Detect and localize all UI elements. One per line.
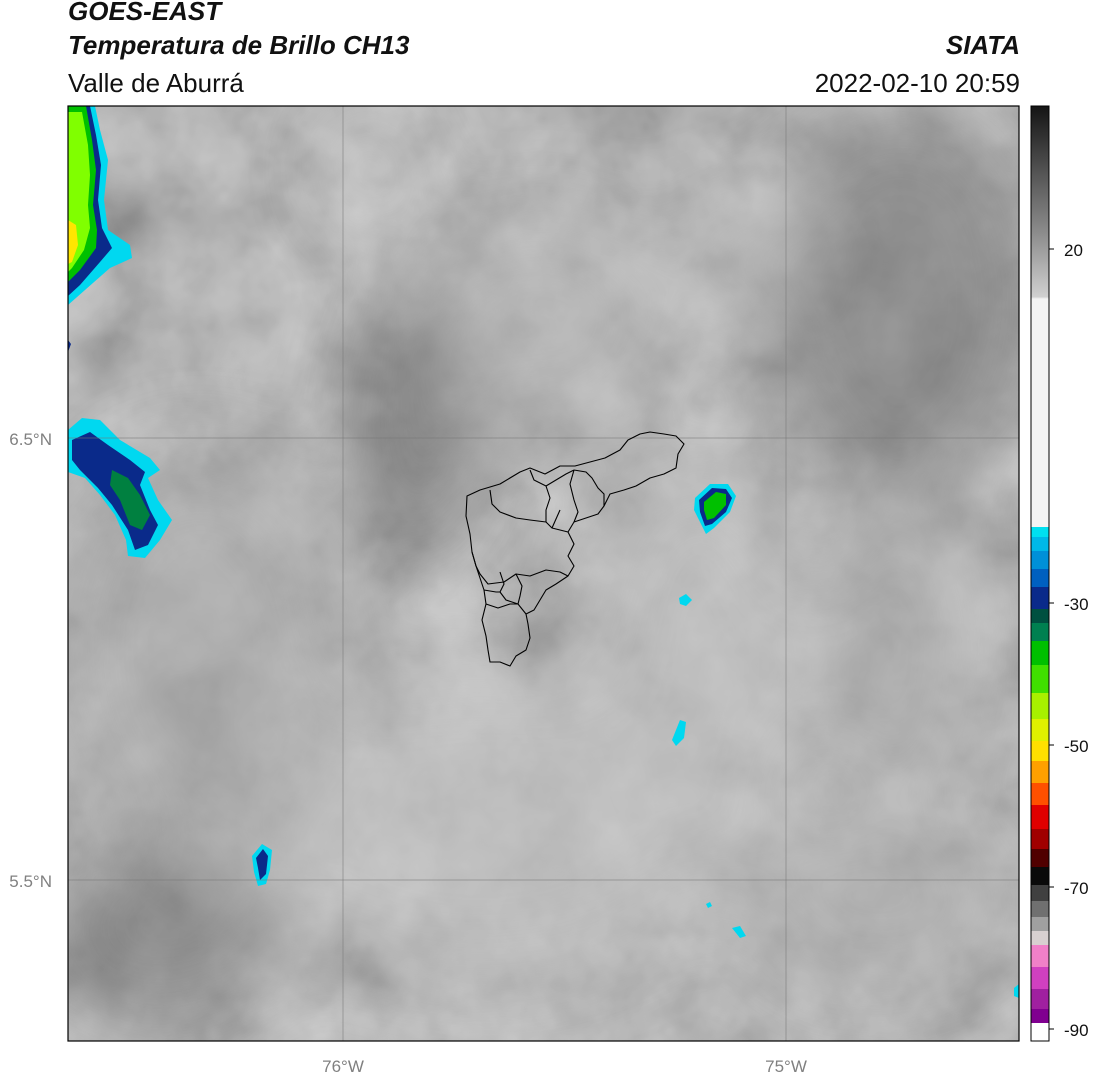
colorbar-tick-label: -30 — [1064, 595, 1089, 614]
colorbar-segment — [1031, 1023, 1049, 1041]
municipality-boundary — [485, 603, 518, 609]
colorbar-segment — [1031, 761, 1049, 783]
cloud-bottom-left — [252, 844, 272, 886]
colorbar-segment — [1031, 537, 1049, 551]
cloud-spot — [68, 340, 71, 352]
colorbar-tick-label: -90 — [1064, 1021, 1089, 1040]
municipality-boundary — [515, 573, 523, 605]
colorbar-gray-segment — [1031, 106, 1049, 530]
colorbar-segment — [1031, 805, 1049, 829]
cloud-spot — [732, 926, 746, 938]
organization-label: SIATA — [945, 30, 1020, 60]
colorbar-tick-label: -50 — [1064, 737, 1089, 756]
cloud-spot — [672, 720, 686, 746]
colorbar-segment — [1031, 917, 1049, 931]
satellite-name: GOES-EAST — [68, 0, 222, 26]
aburra-outline — [465, 431, 685, 667]
lat-tick-label: 5.5°N — [9, 872, 52, 891]
colorbar-segment — [1031, 829, 1049, 849]
cold-cloud-features — [68, 106, 1019, 998]
municipality-boundary — [551, 509, 561, 529]
colorbar-tick-label: 20 — [1064, 241, 1083, 260]
municipality-boundary — [569, 469, 579, 523]
colorbar-segment — [1031, 783, 1049, 805]
municipality-boundary — [489, 489, 569, 533]
cloud-center-east — [694, 484, 736, 534]
timestamp-label: 2022-02-10 20:59 — [814, 68, 1020, 98]
colorbar-segment — [1031, 551, 1049, 569]
colorbar-segment — [1031, 719, 1049, 741]
colorbar-segment — [1031, 527, 1049, 537]
colorbar-segment — [1031, 945, 1049, 967]
cloud-spot — [679, 594, 692, 606]
colorbar-segment — [1031, 849, 1049, 867]
municipality-boundary — [499, 571, 527, 615]
colorbar-segment — [1031, 693, 1049, 719]
colorbar-segment — [1031, 967, 1049, 989]
colorbar: 20 -30 -50 -70 -90 — [1030, 105, 1089, 1042]
map-frame — [67, 105, 1020, 1042]
cloud-spot — [1014, 984, 1019, 998]
municipality-boundary — [483, 589, 500, 593]
colorbar-segment — [1031, 741, 1049, 761]
municipal-boundaries — [465, 431, 685, 667]
product-title: Temperatura de Brillo CH13 — [68, 30, 410, 60]
colorbar-segment — [1031, 931, 1049, 945]
colorbar-segment — [1031, 569, 1049, 587]
colorbar-segment — [1031, 641, 1049, 665]
region-subtitle: Valle de Aburrá — [68, 68, 244, 98]
cloud-left-mid — [68, 418, 172, 558]
satellite-imagery — [68, 106, 1019, 1041]
colorbar-segment — [1031, 587, 1049, 609]
municipality-boundary — [529, 469, 551, 522]
gridlines — [68, 106, 1019, 1041]
colorbar-segment — [1031, 901, 1049, 917]
municipality-boundary — [573, 469, 605, 506]
colorbar-segment — [1031, 867, 1049, 885]
colorbar-segment — [1031, 609, 1049, 623]
colorbar-segment — [1031, 989, 1049, 1009]
colorbar-segment — [1031, 885, 1049, 901]
lon-tick-label: 75°W — [765, 1057, 807, 1076]
lat-tick-label: 6.5°N — [9, 430, 52, 449]
municipality-boundary — [545, 469, 575, 487]
cloud-top-left — [68, 106, 132, 305]
cloud-spot — [706, 902, 712, 908]
municipality-boundary — [471, 551, 569, 585]
colorbar-tick-label: -70 — [1064, 879, 1089, 898]
colorbar-segment — [1031, 665, 1049, 693]
colorbar-segment — [1031, 623, 1049, 641]
lon-tick-label: 76°W — [322, 1057, 364, 1076]
colorbar-frame — [1030, 105, 1050, 1042]
colorbar-segment — [1031, 1009, 1049, 1023]
